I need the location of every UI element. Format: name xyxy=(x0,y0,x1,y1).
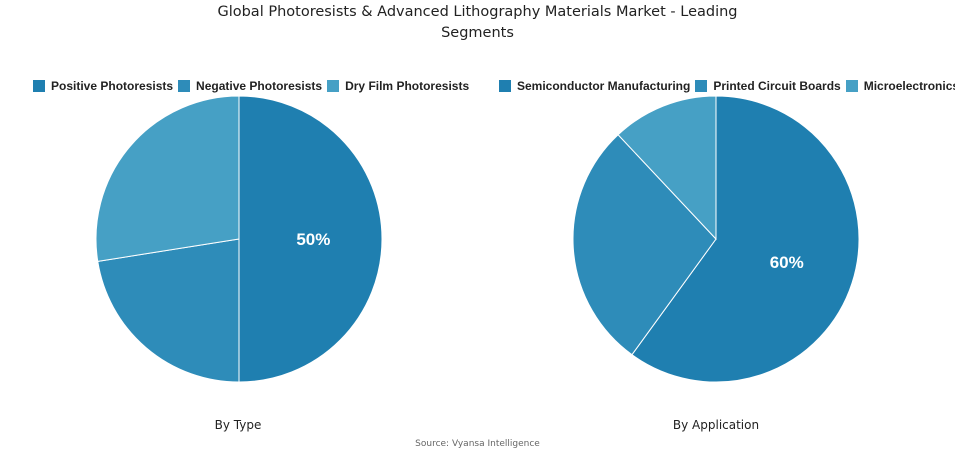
legend-swatch xyxy=(178,80,191,92)
legend-item-microelectronics[interactable]: Microelectronics xyxy=(845,79,955,93)
source-note: Source: Vyansa Intelligence xyxy=(415,439,540,449)
legend-label: Dry Film Photoresists xyxy=(345,79,470,93)
legend-by-type: Positive Photoresists Negative Photoresis… xyxy=(33,79,474,93)
pie-slice-printed-circuit-boards[interactable] xyxy=(572,134,717,356)
legend-by-application: Semiconductor Manufacturing Printed Circu… xyxy=(499,79,955,93)
slice-percent-label: 50% xyxy=(296,230,330,249)
legend-item-positive-photoresists[interactable]: Positive Photoresists xyxy=(33,79,173,93)
pie-slice-negative-photoresists[interactable] xyxy=(97,238,240,383)
legend-item-semiconductor-manufacturing[interactable]: Semiconductor Manufacturing xyxy=(499,79,690,93)
legend-label: Positive Photoresists xyxy=(51,79,174,93)
pie-chart-by-type: 50% xyxy=(95,95,383,383)
legend-label: Printed Circuit Boards xyxy=(713,79,841,93)
legend-item-printed-circuit-boards[interactable]: Printed Circuit Boards xyxy=(695,79,841,93)
legend-label: Negative Photoresists xyxy=(196,79,323,93)
chart-title-line-2: Segments xyxy=(441,25,514,41)
legend-swatch xyxy=(327,80,340,92)
pie-slice-positive-photoresists[interactable] xyxy=(238,95,383,383)
legend-swatch xyxy=(845,80,858,92)
pie-slice-dry-film-photoresists[interactable] xyxy=(95,95,240,262)
legend-label: Semiconductor Manufacturing xyxy=(517,79,691,93)
pie-slice-microelectronics[interactable] xyxy=(617,95,717,241)
caption-by-application: By Application xyxy=(672,418,760,432)
slice-percent-label: 60% xyxy=(770,253,804,272)
chart-title: Global Photoresists & Advanced Lithograp… xyxy=(0,2,955,44)
caption-by-type: By Type xyxy=(214,418,262,432)
legend-swatch xyxy=(499,80,511,92)
legend-swatch xyxy=(33,80,45,92)
pie-slice-semiconductor-manufacturing[interactable] xyxy=(631,95,860,383)
legend-item-negative-photoresists[interactable]: Negative Photoresists xyxy=(178,79,322,93)
legend-swatch xyxy=(695,80,708,92)
pie-chart-by-application: 60% xyxy=(572,95,860,383)
legend-label: Microelectronics xyxy=(863,79,955,93)
legend-item-dry-film-photoresists[interactable]: Dry Film Photoresists xyxy=(327,79,469,93)
chart-title-line-1: Global Photoresists & Advanced Lithograp… xyxy=(217,4,738,20)
